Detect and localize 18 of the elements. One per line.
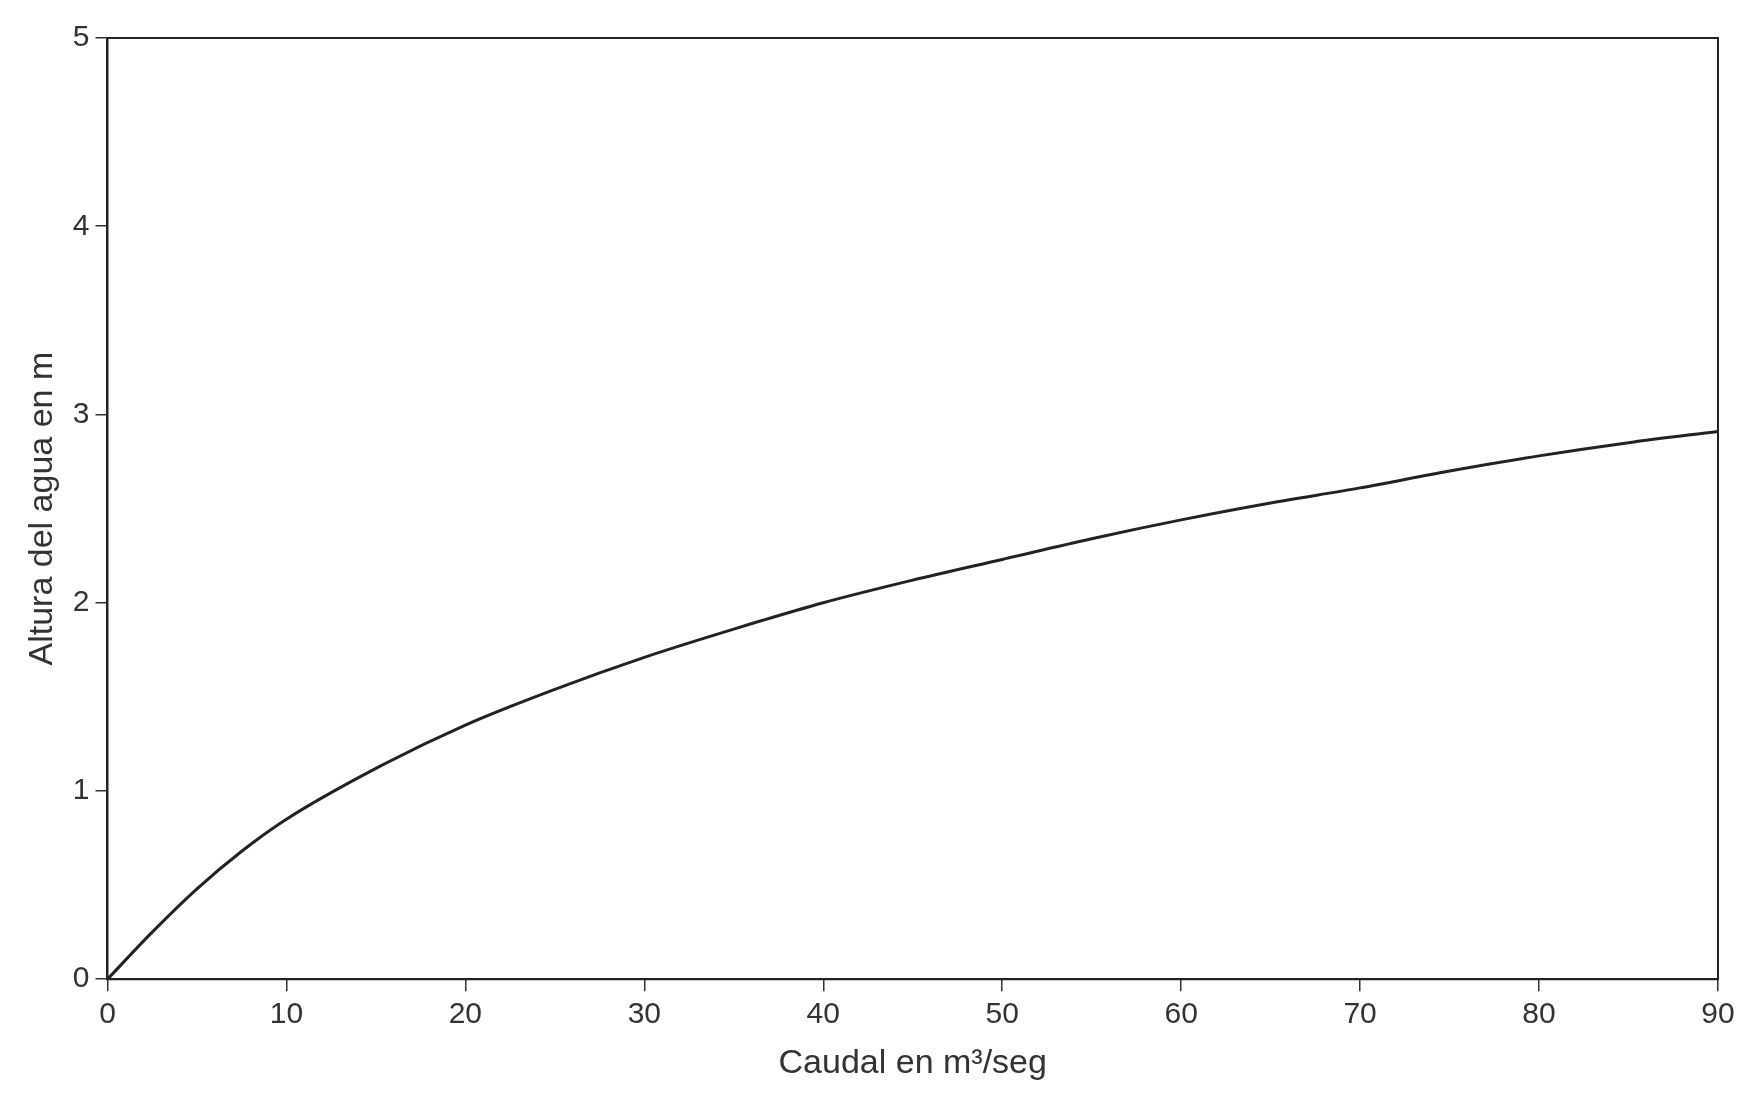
- x-tick-label: 20: [448, 996, 483, 1030]
- y-tick-label: 3: [72, 395, 90, 429]
- x-tick-label: 60: [1164, 996, 1198, 1030]
- x-tick-label: 70: [1343, 996, 1377, 1030]
- x-tick-label: 80: [1522, 996, 1556, 1030]
- y-tick-label: 0: [72, 960, 90, 994]
- x-tick-label: 0: [99, 996, 116, 1030]
- x-axis-title: Caudal en m³/seg: [778, 1041, 1047, 1080]
- y-tick-label: 4: [72, 207, 90, 241]
- x-tick-label: 10: [269, 996, 304, 1030]
- y-tick-label: 2: [72, 583, 90, 617]
- y-tick-label: 5: [72, 19, 90, 53]
- x-tick-label: 50: [985, 996, 1019, 1030]
- x-tick-label: 30: [627, 996, 662, 1030]
- y-tick-label: 1: [72, 772, 90, 806]
- x-tick-label: 90: [1701, 996, 1735, 1030]
- y-axis-title: Altura del agua en m: [20, 351, 59, 666]
- x-tick-label: 40: [806, 996, 840, 1030]
